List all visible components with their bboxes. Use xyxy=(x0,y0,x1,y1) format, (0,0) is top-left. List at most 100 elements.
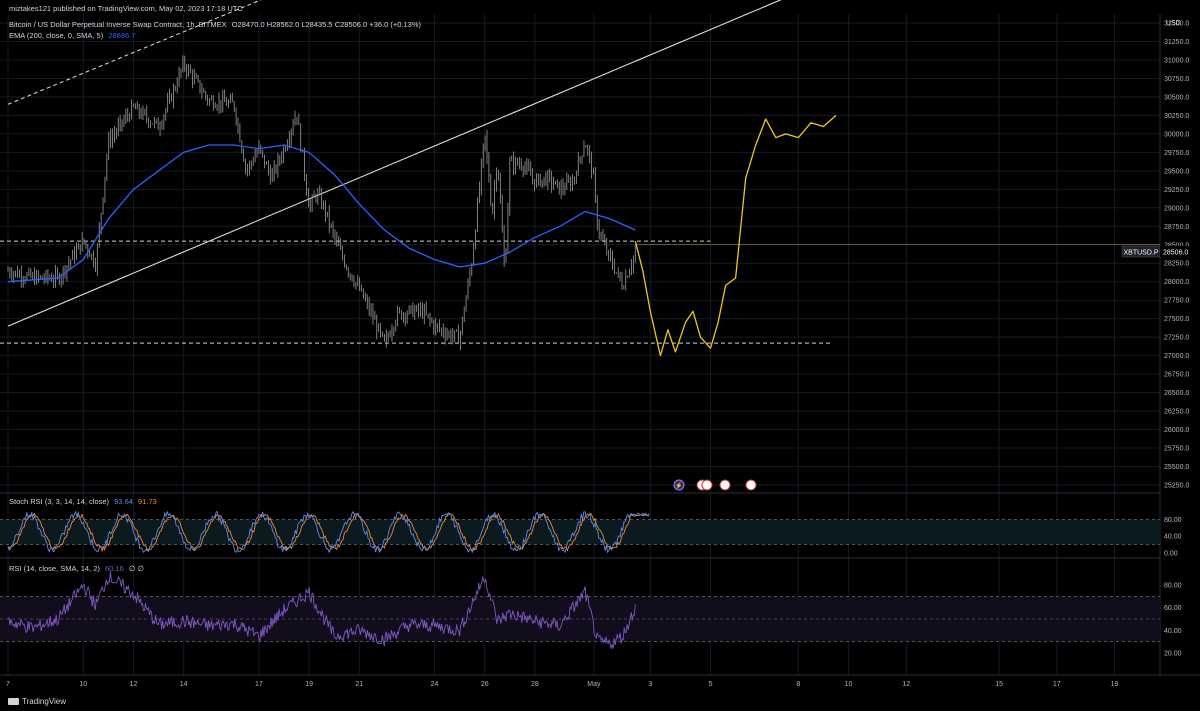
price-tick-label: 30500.0 xyxy=(1164,94,1189,101)
time-tick-label: 12 xyxy=(130,681,138,688)
stoch-tick-label: 80.00 xyxy=(1164,517,1182,524)
time-tick-label: 19 xyxy=(305,681,313,688)
ema-label: EMA (200, close, 0, SMA, 5) xyxy=(9,31,104,40)
price-tick-label: 28250.0 xyxy=(1164,261,1189,268)
time-tick-label: May xyxy=(587,681,601,688)
stoch-tick-label: 0.00 xyxy=(1164,551,1178,558)
price-tick-label: 29250.0 xyxy=(1164,187,1189,194)
time-tick-label: 3 xyxy=(648,681,652,688)
price-tick-label: 30000.0 xyxy=(1164,131,1189,138)
price-tick-label: 27000.0 xyxy=(1164,353,1189,360)
time-tick-label: 10 xyxy=(79,681,87,688)
tradingview-brand: TradingView xyxy=(22,697,67,706)
us-flag-icon xyxy=(719,479,731,491)
time-tick-label: 15 xyxy=(995,681,1003,688)
price-tick-label: 26500.0 xyxy=(1164,390,1189,397)
last-price-tag: 28506.0 xyxy=(1163,250,1188,257)
price-tick-label: 30750.0 xyxy=(1164,76,1189,83)
time-tick-label: 26 xyxy=(481,681,489,688)
rsi-legend[interactable]: RSI (14, close, SMA, 14, 2) 60.16 ∅ ∅ xyxy=(9,564,144,573)
rsi-tick-label: 60.00 xyxy=(1164,605,1182,612)
event-markers[interactable]: ⚡ xyxy=(673,479,757,491)
price-series xyxy=(7,55,636,351)
stoch-k-value: 93.64 xyxy=(114,497,133,506)
ema-legend[interactable]: EMA (200, close, 0, SMA, 5) 28686.7 xyxy=(9,31,135,40)
rsi-tick-label: 80.00 xyxy=(1164,583,1182,590)
time-tick-label: 5 xyxy=(709,681,713,688)
projection-series[interactable] xyxy=(634,114,837,357)
price-tick-label: 31000.0 xyxy=(1164,57,1189,64)
rsi-series xyxy=(7,571,636,649)
time-tick-label: 8 xyxy=(796,681,800,688)
price-tick-label: 28750.0 xyxy=(1164,224,1189,231)
stoch-legend[interactable]: Stoch RSI (3, 3, 14, 14, close) 93.64 91… xyxy=(9,497,157,506)
price-tick-label: 25750.0 xyxy=(1164,446,1189,453)
price-tick-label: 28000.0 xyxy=(1164,279,1189,286)
price-tick-label: 29750.0 xyxy=(1164,150,1189,157)
stoch-k-line xyxy=(7,510,650,554)
stoch-axis[interactable]: 80.00 40.00 0.00 xyxy=(1164,517,1182,558)
price-tick-label: 31250.0 xyxy=(1164,39,1189,46)
price-tick-label: 26750.0 xyxy=(1164,372,1189,379)
footer xyxy=(0,693,1200,711)
ohlc-values: O28470.0 H28562.0 L28435.5 C28506.0 +36.… xyxy=(231,20,422,29)
price-tick-label: 27500.0 xyxy=(1164,316,1189,323)
stoch-tick-label: 40.00 xyxy=(1164,534,1182,541)
rsi-title: RSI (14, close, SMA, 14, 2) xyxy=(9,564,100,573)
time-tick-label: 14 xyxy=(180,681,188,688)
rsi-line xyxy=(7,571,636,649)
rsi-tick-label: 20.00 xyxy=(1164,651,1182,658)
stoch-band xyxy=(0,519,1160,545)
tradingview-logo[interactable]: TradingView xyxy=(8,697,66,706)
stoch-rsi-series xyxy=(7,510,650,554)
time-tick-label: 24 xyxy=(431,681,439,688)
symbol-tag: XBTUSD.P xyxy=(1123,250,1158,257)
ema-series xyxy=(7,144,636,283)
price-tick-label: 26000.0 xyxy=(1164,427,1189,434)
time-tick-label: 10 xyxy=(845,681,853,688)
tradingview-icon xyxy=(8,698,19,705)
symbol-title: Bitcoin / US Dollar Perpetual Inverse Sw… xyxy=(9,20,227,29)
time-tick-label: 7 xyxy=(6,681,10,688)
us-flag-icon xyxy=(701,479,713,491)
stoch-title: Stoch RSI (3, 3, 14, 14, close) xyxy=(9,497,110,506)
price-tick-label: 30250.0 xyxy=(1164,113,1189,120)
price-tick-label: 29500.0 xyxy=(1164,168,1189,175)
price-tick-label: 28500.0 xyxy=(1164,242,1189,249)
rsi-tick-label: 40.00 xyxy=(1164,628,1182,635)
lightning-icon xyxy=(673,479,685,491)
rising-trendline xyxy=(7,0,782,327)
rsi-value: 60.16 xyxy=(104,564,124,573)
projection-line xyxy=(634,114,837,357)
price-tick-label: 31500.0 xyxy=(1164,21,1189,28)
currency-label: USD xyxy=(1166,20,1181,27)
price-label: XBTUSD.P 28506.0 xyxy=(1121,245,1200,258)
time-tick-label: 19 xyxy=(1111,681,1119,688)
price-axis[interactable]: 31500.0 31250.0 31000.0 30750.0 30500.0 30250… xyxy=(1164,21,1189,490)
stoch-band-fill xyxy=(0,519,1160,545)
time-tick-label: 12 xyxy=(902,681,910,688)
price-tick-label: 27250.0 xyxy=(1164,335,1189,342)
grid-lines xyxy=(0,14,1160,675)
us-flag-icon xyxy=(745,479,757,491)
ema-value: 28686.7 xyxy=(108,31,136,40)
stoch-d-value: 91.73 xyxy=(138,497,157,506)
price-tick-label: 25500.0 xyxy=(1164,464,1189,471)
lightning-glyph: ⚡ xyxy=(675,482,682,490)
price-tick-label: 27750.0 xyxy=(1164,298,1189,305)
rsi-axis[interactable]: 80.00 60.00 40.00 20.00 xyxy=(1164,583,1182,658)
time-tick-label: 17 xyxy=(255,681,263,688)
symbol-line: Bitcoin / US Dollar Perpetual Inverse Sw… xyxy=(9,20,421,29)
price-tick-label: 26250.0 xyxy=(1164,409,1189,416)
time-axis[interactable]: 7 10 12 14 17 19 21 24 26 28 May 3 5 8 10 12 15 17 19 xyxy=(6,681,1118,688)
stoch-d-line xyxy=(7,512,650,553)
time-tick-label: 21 xyxy=(355,681,363,688)
price-tick-label: 25250.0 xyxy=(1164,483,1189,490)
rsi-suffix: ∅ ∅ xyxy=(128,564,144,573)
time-tick-label: 17 xyxy=(1053,681,1061,688)
publisher-line: miztakes121 published on TradingView.com… xyxy=(9,4,243,13)
time-tick-label: 28 xyxy=(531,681,539,688)
drawings[interactable] xyxy=(0,0,1160,344)
ema-line xyxy=(7,144,636,283)
